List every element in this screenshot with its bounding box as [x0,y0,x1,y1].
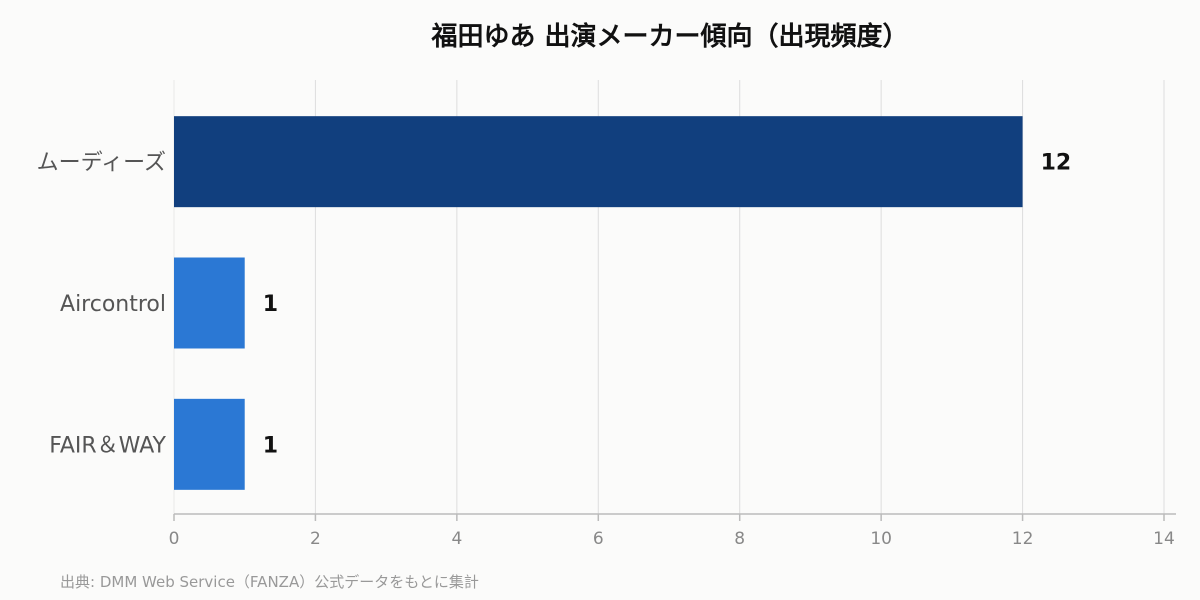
bar [174,116,1023,208]
x-tick-label: 0 [169,529,180,549]
bar [174,257,245,349]
bars: 12 1 1 [174,116,1071,490]
x-tick-label: 8 [734,529,745,549]
data-label: 1 [263,433,278,458]
x-tick-label: 6 [593,529,604,549]
x-tick-label: 2 [310,529,321,549]
x-tick-label: 4 [451,529,462,549]
category-label: Aircontrol [60,292,166,317]
source-note: 出典: DMM Web Service（FANZA）公式データをもとに集計 [60,573,479,591]
data-label: 12 [1041,151,1072,176]
x-tick-label: 12 [1012,529,1034,549]
x-axis: 0 2 4 6 8 10 12 14 [169,513,1176,549]
chart-title: 福田ゆあ 出演メーカー傾向（出現頻度） [430,21,908,52]
x-tick-label: 14 [1153,529,1175,549]
bar [174,398,245,490]
category-label: FAIR＆WAY [49,433,166,458]
x-tick-label: 10 [870,529,892,549]
data-label: 1 [263,292,278,317]
category-label: ムーディーズ [37,151,166,176]
category-labels: ムーディーズ Aircontrol FAIR＆WAY [37,151,167,459]
